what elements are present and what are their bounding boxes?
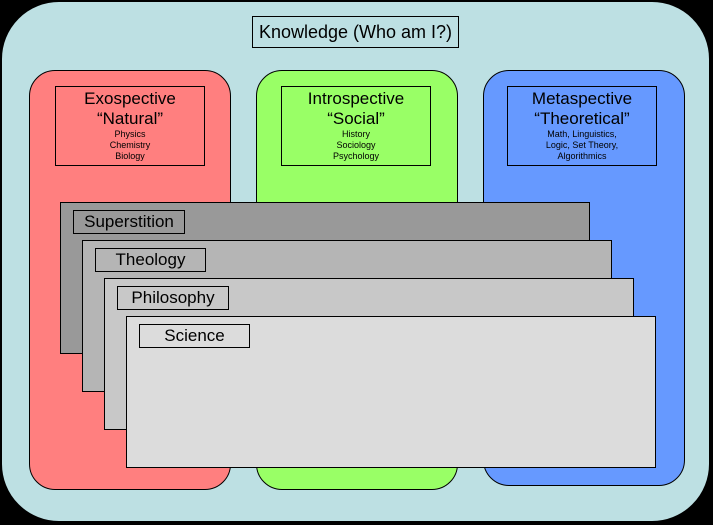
column-item: Physics (114, 129, 146, 139)
layer-label: Science (139, 324, 250, 348)
column-item: Chemistry (109, 140, 151, 150)
column-name: Exospective (84, 89, 176, 108)
diagram-title: Knowledge (Who am I?) (252, 16, 459, 48)
column-name: Introspective (307, 89, 405, 108)
layer-label: Philosophy (117, 286, 229, 310)
column-label-metaspective: Metaspective “Theoretical” Math, Linguis… (507, 86, 657, 166)
column-label-exospective: Exospective “Natural” Physics Chemistry … (55, 86, 205, 166)
column-item: Logic, Set Theory, (545, 140, 619, 150)
layer-card-science: Science (126, 316, 656, 468)
column-item: Math, Linguistics, (547, 129, 617, 139)
column-name: Metaspective (531, 89, 633, 108)
column-subtitle: “Theoretical” (534, 109, 630, 128)
column-subtitle: “Natural” (96, 109, 164, 128)
column-item: Sociology (336, 140, 376, 150)
column-item: Psychology (332, 151, 380, 161)
column-item: History (341, 129, 370, 139)
column-item: Algorithmics (557, 151, 607, 161)
layer-label: Superstition (73, 210, 185, 234)
column-item: Biology (115, 151, 145, 161)
column-subtitle: “Social” (327, 109, 385, 128)
column-label-introspective: Introspective “Social” History Sociology… (281, 86, 431, 166)
layer-label: Theology (95, 248, 206, 272)
